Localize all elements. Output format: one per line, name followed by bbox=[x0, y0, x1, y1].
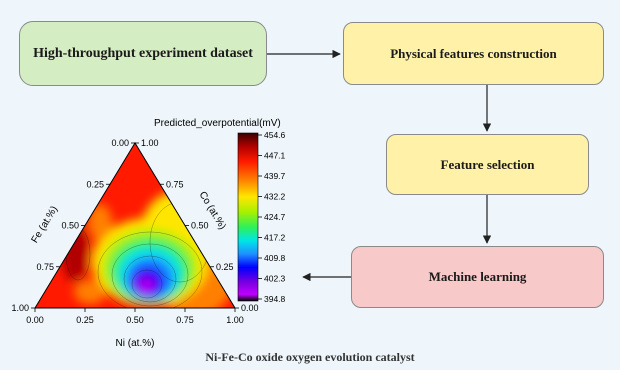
machine-learning-label: Machine learning bbox=[428, 269, 527, 284]
physical-features-box: Physical features construction bbox=[343, 22, 604, 85]
colorbar-tick-label: 402.3 bbox=[264, 274, 286, 284]
ternary-plot: 0.00 0.25 0.50 0.75 1.00 Ni (at.%) 0.00 0.25 0.5… bbox=[11, 118, 286, 349]
co-tick-label: 0.00 bbox=[241, 303, 259, 313]
colorbar-tick-label: 454.6 bbox=[264, 130, 286, 140]
colorbar-tick-label: 394.8 bbox=[264, 294, 286, 304]
fe-tick-label: 0.50 bbox=[61, 221, 79, 231]
colorbar bbox=[237, 132, 259, 302]
fe-tick-label: 1.00 bbox=[11, 303, 29, 313]
co-tick-label: 0.25 bbox=[216, 262, 234, 272]
ni-tick-label: 0.50 bbox=[126, 315, 144, 325]
physical-features-label: Physical features construction bbox=[390, 45, 557, 61]
colorbar-ticks: 454.6 447.1 439.7 432.2 424.7 417.2 409.8 402.3… bbox=[258, 130, 286, 304]
machine-learning-box: Machine learning bbox=[351, 246, 604, 308]
colorbar-tick-label: 439.7 bbox=[264, 171, 286, 181]
colorbar-title: Predicted_overpotential(mV) bbox=[154, 118, 281, 129]
colorbar-tick-label: 409.8 bbox=[264, 253, 286, 263]
fe-tick-label: 0.75 bbox=[36, 262, 54, 272]
feature-selection-box: Feature selection bbox=[386, 134, 589, 195]
ni-tick-label: 0.75 bbox=[176, 315, 194, 325]
ni-axis-label: Ni (at.%) bbox=[116, 338, 155, 349]
ni-tick-label: 0.25 bbox=[76, 315, 94, 325]
colorbar-tick-label: 424.7 bbox=[264, 212, 286, 222]
ni-tick-label: 0.00 bbox=[26, 315, 44, 325]
dataset-box: High-throughput experiment dataset bbox=[19, 21, 267, 86]
fe-axis-label: Fe (at.%) bbox=[30, 204, 61, 245]
dataset-label: High-throughput experiment dataset bbox=[33, 45, 253, 61]
feature-selection-label: Feature selection bbox=[440, 156, 535, 172]
figure-caption: Ni-Fe-Co oxide oxygen evolution catalyst bbox=[205, 350, 415, 364]
colorbar-tick-label: 432.2 bbox=[264, 192, 286, 202]
co-tick-label: 1.00 bbox=[141, 138, 159, 148]
fe-tick-label: 0.00 bbox=[111, 138, 129, 148]
co-tick-label: 0.50 bbox=[191, 221, 209, 231]
fe-tick-label: 0.25 bbox=[86, 179, 104, 189]
colorbar-tick-label: 447.1 bbox=[264, 151, 286, 161]
co-tick-label: 0.75 bbox=[166, 179, 184, 189]
colorbar-tick-label: 417.2 bbox=[264, 233, 286, 243]
ni-tick-label: 1.00 bbox=[226, 315, 244, 325]
